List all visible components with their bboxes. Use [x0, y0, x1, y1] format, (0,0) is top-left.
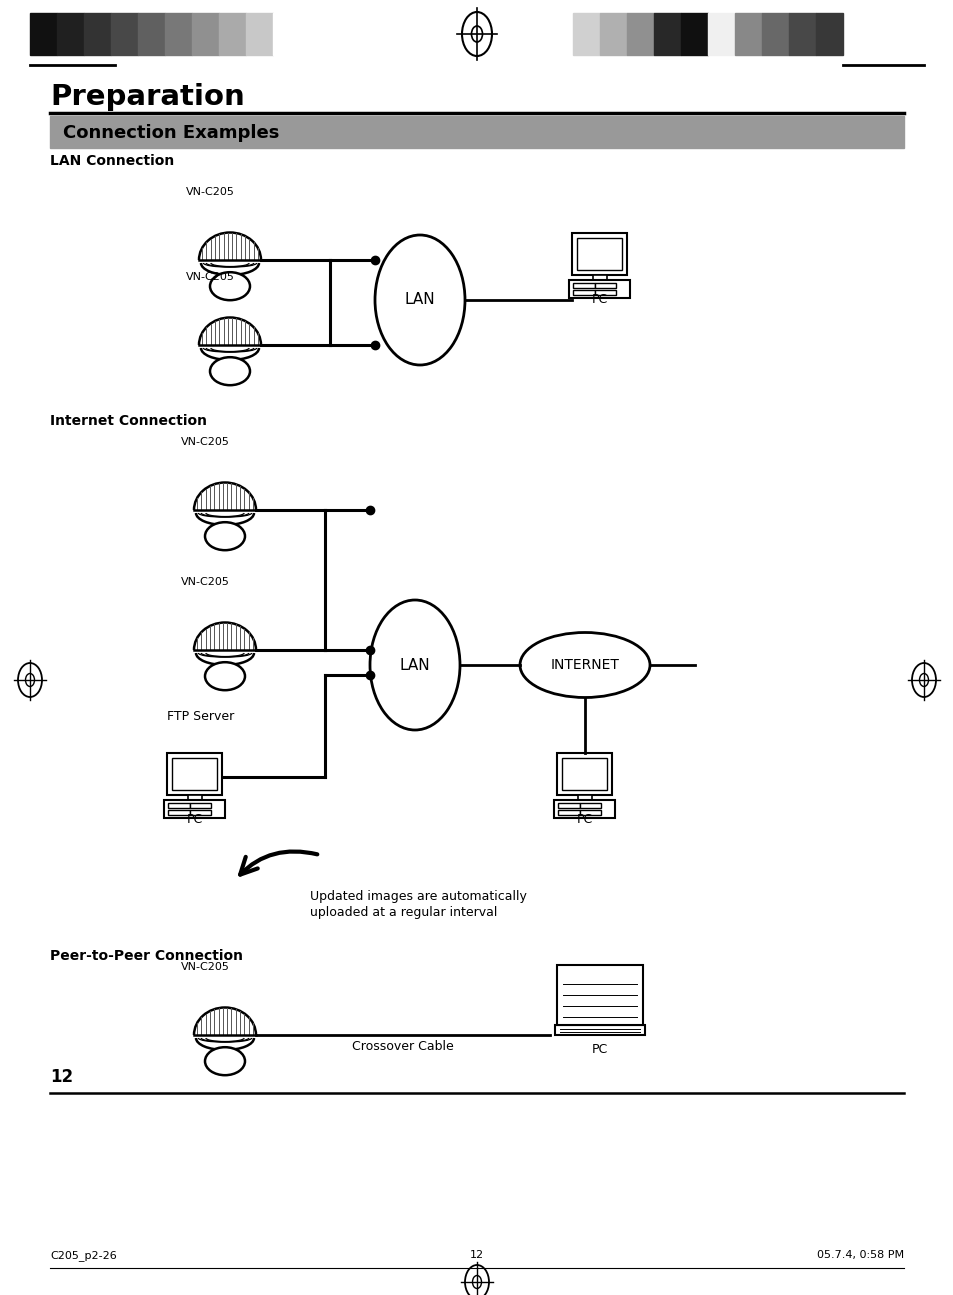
- Bar: [57, 13, 84, 54]
- Text: LAN: LAN: [399, 658, 430, 672]
- Text: INTERNET: INTERNET: [550, 658, 618, 672]
- Text: Preparation: Preparation: [50, 83, 245, 111]
- Ellipse shape: [205, 662, 245, 690]
- Bar: [555, 1026, 644, 1035]
- Bar: [273, 13, 299, 54]
- Text: VN-C205: VN-C205: [186, 272, 234, 282]
- Ellipse shape: [205, 522, 245, 550]
- Bar: [573, 13, 599, 54]
- Text: FTP Server: FTP Server: [167, 710, 234, 723]
- Bar: [562, 758, 607, 790]
- Text: VN-C205: VN-C205: [186, 186, 234, 197]
- Bar: [595, 290, 616, 295]
- Bar: [30, 13, 57, 54]
- Bar: [788, 13, 815, 54]
- Bar: [169, 811, 190, 816]
- Bar: [654, 13, 680, 54]
- Text: PC: PC: [187, 813, 203, 826]
- Bar: [172, 758, 217, 790]
- Text: LAN: LAN: [404, 293, 435, 307]
- Bar: [599, 13, 626, 54]
- Bar: [557, 752, 612, 795]
- Bar: [165, 13, 192, 54]
- Bar: [164, 800, 225, 818]
- Text: Crossover Cable: Crossover Cable: [352, 1040, 454, 1053]
- Bar: [138, 13, 165, 54]
- Bar: [573, 284, 595, 287]
- Text: 05.7.4, 0:58 PM: 05.7.4, 0:58 PM: [816, 1250, 903, 1260]
- Bar: [572, 233, 627, 275]
- Text: PC: PC: [591, 1042, 607, 1055]
- Text: Connection Examples: Connection Examples: [63, 124, 279, 142]
- Bar: [192, 13, 219, 54]
- Bar: [558, 811, 579, 816]
- Bar: [593, 275, 606, 280]
- Bar: [579, 811, 600, 816]
- Bar: [190, 811, 212, 816]
- Text: Peer-to-Peer Connection: Peer-to-Peer Connection: [50, 949, 243, 963]
- Bar: [50, 117, 903, 148]
- Bar: [190, 803, 212, 808]
- Text: uploaded at a regular interval: uploaded at a regular interval: [310, 906, 497, 919]
- Text: C205_p2-26: C205_p2-26: [50, 1250, 116, 1261]
- Ellipse shape: [210, 272, 250, 300]
- Bar: [219, 13, 246, 54]
- Text: Updated images are automatically: Updated images are automatically: [310, 890, 526, 903]
- Bar: [815, 13, 842, 54]
- Bar: [595, 284, 616, 287]
- Bar: [558, 803, 579, 808]
- Bar: [579, 803, 600, 808]
- Text: VN-C205: VN-C205: [180, 962, 230, 973]
- Text: VN-C205: VN-C205: [180, 578, 230, 587]
- Bar: [188, 795, 202, 800]
- Text: LAN Connection: LAN Connection: [50, 154, 174, 168]
- Text: PC: PC: [591, 293, 607, 306]
- Bar: [554, 800, 615, 818]
- Polygon shape: [557, 965, 642, 1026]
- Text: 12: 12: [50, 1068, 73, 1087]
- Bar: [626, 13, 654, 54]
- Bar: [734, 13, 761, 54]
- Ellipse shape: [205, 1048, 245, 1075]
- Bar: [680, 13, 707, 54]
- Text: VN-C205: VN-C205: [180, 436, 230, 447]
- Bar: [578, 795, 592, 800]
- Bar: [761, 13, 788, 54]
- Bar: [246, 13, 273, 54]
- Bar: [573, 290, 595, 295]
- Bar: [569, 280, 630, 298]
- Text: PC: PC: [577, 813, 593, 826]
- Bar: [84, 13, 111, 54]
- Bar: [169, 803, 190, 808]
- Bar: [707, 13, 734, 54]
- Bar: [111, 13, 138, 54]
- Bar: [168, 752, 222, 795]
- Text: Internet Connection: Internet Connection: [50, 414, 207, 429]
- Text: 12: 12: [470, 1250, 483, 1260]
- Ellipse shape: [210, 357, 250, 385]
- Bar: [577, 238, 622, 269]
